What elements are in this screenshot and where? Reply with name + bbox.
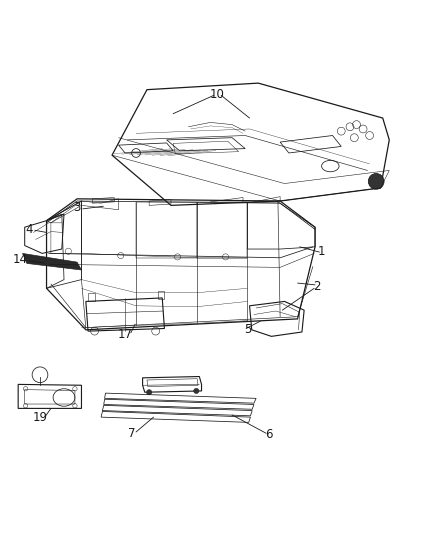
Text: 1: 1 bbox=[318, 245, 325, 258]
Text: 4: 4 bbox=[25, 223, 33, 236]
Text: 3: 3 bbox=[74, 201, 81, 214]
Text: 6: 6 bbox=[265, 428, 273, 441]
Text: 17: 17 bbox=[118, 328, 133, 341]
Circle shape bbox=[147, 390, 152, 395]
Text: 14: 14 bbox=[13, 254, 28, 266]
Text: 2: 2 bbox=[314, 280, 321, 293]
Text: 19: 19 bbox=[32, 410, 47, 424]
Circle shape bbox=[368, 174, 384, 189]
Text: 7: 7 bbox=[128, 427, 135, 440]
Text: 10: 10 bbox=[209, 87, 224, 101]
Text: 5: 5 bbox=[244, 324, 251, 336]
Circle shape bbox=[194, 389, 199, 393]
Polygon shape bbox=[22, 253, 81, 270]
